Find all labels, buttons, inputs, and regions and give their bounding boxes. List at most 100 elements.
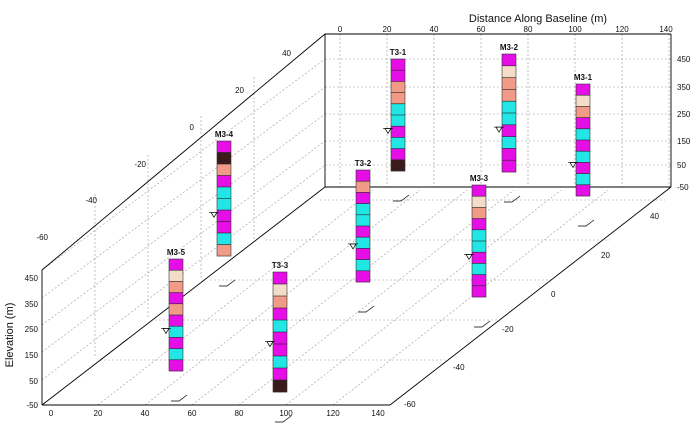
box-frame [41,33,672,406]
lithology-layer [169,315,183,327]
top-x-ticks: 0 20 40 60 80 100 120 140 [338,25,673,34]
lithology-layer [472,274,486,287]
lithology-layer [356,170,370,182]
lithology-layer [273,296,287,309]
depth-tick-right: -20 [502,325,514,334]
lithology-layer [502,160,516,173]
lithology-layer [273,368,287,381]
lithology-layer [391,81,405,93]
x-tick-bottom: 40 [141,409,150,418]
depth-tick-left: 20 [235,86,244,95]
borehole-outline [355,169,371,283]
lithology-layer [356,248,370,260]
lithology-layer [472,185,486,197]
x-tick-top: 60 [477,25,486,34]
ground-projection-mark [578,219,595,227]
lithology-layer [273,272,287,285]
x-tick-top: 0 [338,25,343,34]
lithology-layer [576,184,590,197]
depth-tick-right: 0 [551,290,556,299]
lithology-layer [356,237,370,249]
borehole-outline [216,140,232,257]
lithology-layer [391,115,405,127]
depth-tick-right: -40 [453,363,465,372]
elevation-tick-left: -50 [26,401,38,410]
lithology-layer [391,159,405,172]
x-tick-top: 100 [568,25,582,34]
ground-projection-mark [393,194,410,202]
lithology-layer [502,54,516,67]
borehole-label: M3-5 [167,248,186,257]
borehole-t3-3: T3-3 [265,261,292,423]
left-elevation-ticks: 450 350 250 150 50 -50 [25,274,39,410]
x-axis-title: Distance Along Baseline (m) [469,13,607,25]
lithology-layer [273,344,287,357]
x-tick-top: 140 [659,25,673,34]
bottom-x-ticks: 0 20 40 60 80 100 120 140 [49,409,385,418]
lithology-layer [273,356,287,369]
lithology-layer [502,148,516,161]
lithology-layer [472,285,486,298]
elevation-tick-right: 350 [677,83,691,92]
water-level-icon [210,211,218,218]
ground-projection-mark [219,279,236,287]
lithology-layer [273,332,287,345]
lithology-layer [576,106,590,118]
right-elevation-ticks: 450 350 250 150 50 -50 [677,55,691,192]
lithology-layer [391,92,405,105]
elevation-tick-left: 250 [25,325,39,334]
borehole-outline [390,58,406,172]
water-level-icon [162,328,170,335]
ground-projection-mark [275,415,292,423]
lithology-layer [169,259,183,271]
lithology-layer [472,252,486,264]
lithology-layer [169,281,183,293]
depth-tick-left: -20 [134,160,146,169]
borehole-label: M3-3 [470,174,489,183]
borehole-m3-3: M3-3 [464,174,491,328]
lithology-layer [472,229,486,242]
lithology-layer [472,207,486,219]
depth-tick-right: -60 [404,400,416,409]
elevation-tick-left: 150 [25,351,39,360]
lithology-layer [502,65,516,78]
lithology-layer [356,259,370,272]
right-depth-ticks: 40 20 0 -20 -40 -60 [404,212,659,409]
water-level-icon [349,243,357,250]
borehole-label: T3-1 [390,48,407,57]
depth-tick-right: 20 [601,251,610,260]
depth-tick-left: 0 [190,123,195,132]
borehole-t3-1: T3-1 [383,48,410,202]
lithology-layer [576,128,590,141]
x-tick-bottom: 60 [188,409,197,418]
depth-tick-left: -40 [85,196,97,205]
lithology-layer [169,337,183,349]
borehole-outline [168,258,184,372]
borehole-m3-5: M3-5 [161,248,188,402]
lithology-layer [169,270,183,282]
borehole-outline [501,53,517,173]
lithology-layer [502,136,516,149]
lithology-layer [472,196,486,208]
lithology-layer [502,89,516,102]
lithology-layer [356,181,370,193]
ground-projection-mark [358,305,375,313]
lithology-layer [472,241,486,253]
elevation-tick-right: -50 [677,183,689,192]
x-tick-top: 120 [615,25,629,34]
lithology-layer [217,210,231,222]
x-tick-bottom: 100 [279,409,293,418]
water-level-icon [465,254,473,261]
lithology-layer [273,320,287,333]
lithology-layer [217,187,231,199]
lithology-layer [502,101,516,114]
lithology-layer [391,59,405,71]
elevation-tick-left: 450 [25,274,39,283]
lithology-layer [391,148,405,161]
back-wall-grid [325,34,671,188]
lithology-layer [472,263,486,275]
borehole-outline [575,83,591,197]
lithology-layer [391,70,405,82]
lithology-layer [576,95,590,107]
borehole-outline [471,184,487,298]
